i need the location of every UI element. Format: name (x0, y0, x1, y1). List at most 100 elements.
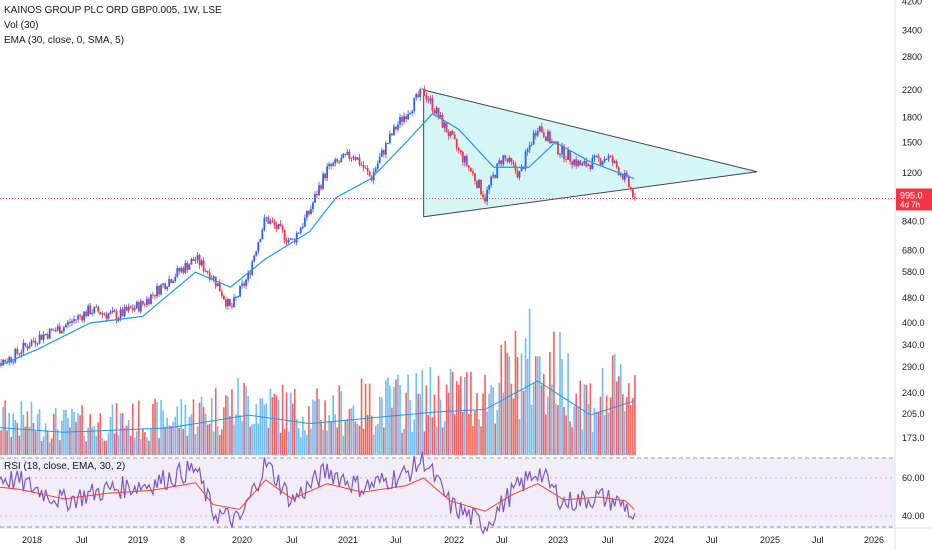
volume-bar (115, 403, 118, 455)
candle-body (573, 159, 576, 165)
candle-body (95, 306, 98, 308)
candle-body (192, 259, 195, 261)
time-tick-label: 2025 (760, 535, 780, 545)
candle-body (87, 305, 90, 317)
candle-body (368, 171, 371, 177)
volume-bar (344, 420, 347, 455)
candle-body (180, 268, 183, 272)
legend-vol[interactable]: Vol (30) (4, 20, 39, 31)
candle-body (443, 122, 446, 128)
candle-body (330, 163, 333, 167)
volume-bar (557, 405, 559, 455)
candle-body (634, 197, 636, 199)
volume-bar (125, 425, 128, 455)
candle-body (356, 157, 359, 160)
candle-body (168, 279, 171, 287)
volume-bar (50, 438, 53, 455)
candle-body (75, 319, 77, 321)
volume-bar (559, 331, 561, 455)
volume-bar (79, 415, 81, 455)
candle-body (8, 357, 11, 363)
candle-body (506, 158, 509, 162)
legend-ema[interactable]: EMA (30, close, 0, SMA, 5) (4, 35, 125, 46)
price-tick-label: 4200 (902, 0, 922, 7)
volume-bar (356, 423, 359, 455)
volume-bar (445, 384, 448, 455)
volume-bar (385, 380, 387, 455)
volume-bar (413, 419, 415, 455)
volume-bar (121, 413, 124, 455)
candle-body (346, 151, 349, 155)
candle-body (22, 342, 25, 353)
volume-bar (354, 421, 357, 455)
volume-bar (223, 407, 225, 455)
candle-body (310, 209, 312, 215)
candle-body (202, 260, 205, 272)
candle-body (71, 321, 73, 323)
volume-bar (133, 437, 136, 455)
volume-bar (158, 438, 160, 455)
volume-bar (40, 441, 43, 455)
volume-bar (206, 424, 209, 455)
volume-bar (543, 374, 545, 455)
volume-bar (154, 398, 156, 455)
candle-body (109, 312, 112, 314)
volume-bar (332, 395, 334, 455)
candle-body (362, 164, 365, 168)
candle-body (340, 157, 343, 163)
volume-bar (561, 359, 563, 455)
volume-bar (437, 375, 440, 455)
volume-bar (421, 370, 424, 455)
candle-body (245, 279, 248, 286)
price-tick-label: 2200 (902, 85, 922, 95)
candle-body (623, 172, 626, 180)
volume-bar (366, 414, 369, 455)
candle-body (425, 95, 428, 100)
volume-bar (198, 402, 201, 455)
volume-bar (146, 437, 148, 455)
candle-body (364, 167, 367, 169)
candle-body (257, 242, 260, 252)
volume-bar (395, 379, 397, 455)
candle-body (589, 164, 592, 170)
volume-bar (166, 417, 168, 455)
candle-body (472, 171, 474, 174)
volume-bar (617, 376, 620, 455)
volume-bar (277, 399, 280, 455)
candle-body (121, 309, 124, 317)
volume-bar (360, 378, 363, 455)
legend-rsi[interactable]: RSI (18, close, EMA, 30, 2) (4, 461, 126, 472)
volume-bar (275, 395, 278, 455)
price-tick-label: 173.0 (902, 433, 925, 443)
legend-title[interactable]: KAINOS GROUP PLC ORD GBP0.005, 1W, LSE (4, 5, 222, 16)
price-tick-label: 205.0 (902, 409, 925, 419)
volume-bar (417, 393, 420, 455)
volume-bar (235, 414, 237, 455)
candle-body (251, 261, 254, 275)
time-tick-label: 2026 (864, 535, 884, 545)
candle-body (484, 197, 486, 202)
volume-bar (101, 437, 104, 455)
candle-body (196, 255, 199, 260)
price-tick-label: 580.0 (902, 267, 925, 277)
candle-body (413, 97, 416, 112)
candle-body (259, 239, 262, 243)
candle-body (231, 306, 233, 308)
candle-body (255, 251, 258, 256)
volume-bar (364, 383, 367, 455)
volume-bar (48, 442, 51, 455)
volume-ma-line (0, 380, 635, 433)
volume-bar (164, 426, 166, 455)
volume-bar (429, 367, 432, 455)
candle-body (115, 312, 118, 321)
candle-body (417, 94, 420, 98)
volume-bar (221, 429, 223, 455)
candle-body (308, 210, 310, 215)
candle-body (281, 225, 284, 230)
candle-body (577, 160, 580, 166)
candle-body (137, 301, 140, 312)
candle-body (597, 155, 600, 159)
candle-body (170, 279, 173, 284)
